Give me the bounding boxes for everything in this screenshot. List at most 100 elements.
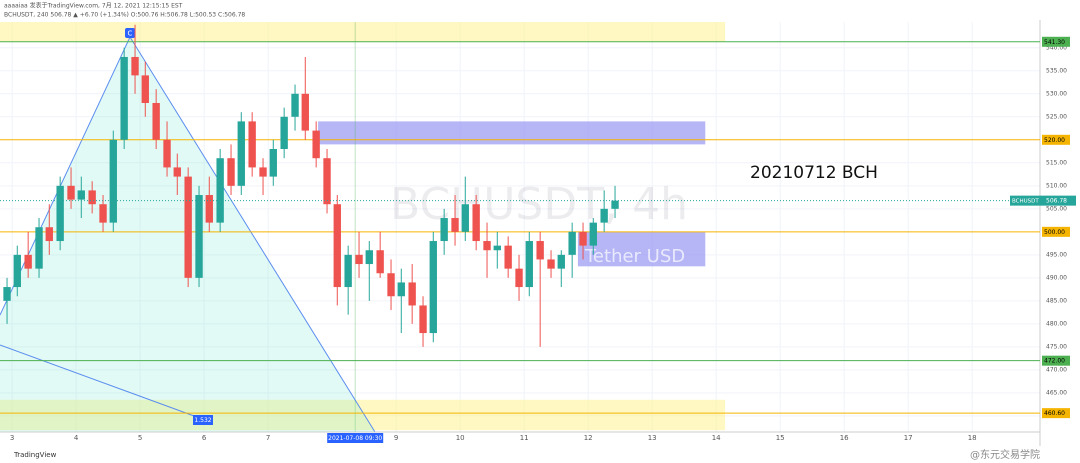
x-tick-label: 6 [202,434,207,442]
level-tag [1042,226,1070,237]
candle-body [269,149,277,177]
x-tick-label: 7 [266,434,270,442]
zone [577,231,706,267]
x-tick-label: 16 [840,434,849,442]
candle-body [205,195,213,223]
candle-body [141,75,149,103]
candle-body [461,204,469,232]
zone [318,121,706,145]
x-tick-label: 10 [456,434,465,442]
candle-body [611,200,619,209]
candle-body [493,245,501,251]
candle-body [120,56,128,140]
y-tick-label: 510.00 [1046,182,1067,189]
level-label: 460.60 [1044,410,1065,417]
level-label: 541.30 [1044,39,1065,46]
y-tick-label: 505.00 [1046,205,1067,212]
pattern-tag [193,415,213,425]
candle-body [483,241,491,251]
candle-body [259,167,267,177]
y-tick-label: 530.00 [1046,90,1067,97]
candle-body [195,195,203,278]
x-tick-label: 15 [776,434,785,442]
x-tick-label: 14 [712,434,721,442]
candle-body [56,185,64,242]
candle-body [99,204,107,223]
watermark: @东元交易学院 [970,448,1040,461]
pattern-label: 1.532 [194,417,211,424]
level-label: 472.00 [1044,358,1065,365]
candle-body [88,190,96,205]
pattern-line [0,344,206,421]
candle-body [109,139,117,223]
candle-body [184,176,192,278]
header-line: aaaaiaa 发表于TradingView.com, 7月 12, 2021 … [4,2,183,10]
level-tag [1042,36,1070,47]
candle-body [355,254,363,265]
candle-body [280,116,288,150]
candle-body [248,121,256,168]
candle-body [579,231,587,246]
candle-body [3,287,11,301]
candle-body [291,93,299,117]
x-tick-label: 9 [394,434,398,442]
x-tick-label: 18 [968,434,977,442]
candle-body [504,245,512,269]
plot [0,22,1040,432]
y-tick-label: 480.00 [1046,320,1067,327]
time-marker-label: 2021-07-08 09:30 [328,435,382,442]
candle-body [536,241,544,260]
y-tick-label: 465.00 [1046,389,1067,396]
x-tick-label: 12 [584,434,593,442]
zone [0,22,726,42]
x-tick-label: 5 [138,434,142,442]
candle-body [547,259,555,269]
candle-body [472,204,480,242]
candle-body [557,254,565,269]
candle-body [525,241,533,288]
y-tick-label: 525.00 [1046,113,1067,120]
candle-body [312,130,320,159]
y-tick-label: 475.00 [1046,343,1067,350]
pattern-label: C [128,30,133,38]
level-label: 520.00 [1044,137,1065,144]
candle-body [216,158,224,223]
candle-body [35,227,43,269]
candle-body [13,254,21,288]
candle-body [67,185,75,200]
x-tick-label: 4 [74,434,79,442]
candle-body [365,250,373,265]
candle-body [173,167,181,177]
level-tag [1042,134,1070,145]
time-marker-box [327,433,384,443]
zone [0,399,726,431]
candle-body [131,56,139,76]
y-tick-label: 535.00 [1046,67,1067,74]
y-tick-label: 490.00 [1046,274,1067,281]
header-line: BCHUSDT, 240 506.78 ▲ +6.70 (+1.34%) O:5… [4,12,245,19]
pattern-tag [125,28,135,38]
candle-body [451,218,459,232]
brand: TradingView [13,451,57,459]
candle-body [387,273,395,297]
candle-body [333,204,341,288]
candle-body [323,158,331,205]
annotation: 20210712 BCH [750,163,878,183]
candle-body [589,222,597,246]
candle-body [77,190,85,200]
last-price-name: BCHUSDT [1012,199,1039,205]
candle-body [568,231,576,255]
candle-body [301,93,309,131]
candle-body [344,254,352,288]
candle-body [397,282,405,297]
y-tick-label: 485.00 [1046,297,1067,304]
y-tick-label: 515.00 [1046,159,1067,166]
last-price-label: 506.78 [1046,198,1067,205]
candle-body [152,102,160,140]
candle-body [24,254,32,269]
chart-subtitle: Tether USD [584,246,685,267]
last-price-tag [1010,195,1076,206]
x-tick-label: 17 [904,434,913,442]
candle-body [237,121,245,186]
